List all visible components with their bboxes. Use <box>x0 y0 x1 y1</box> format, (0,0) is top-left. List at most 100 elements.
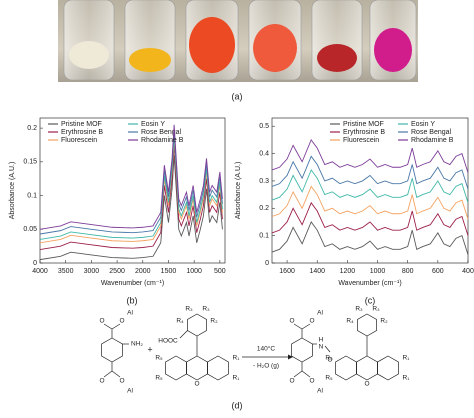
atom-label: R₅ <box>155 375 163 382</box>
x-tick-label: 1600 <box>279 268 295 275</box>
spectrum-line <box>271 155 469 190</box>
x-tick-label: 800 <box>402 268 414 275</box>
x-tick-label: 4000 <box>32 268 48 275</box>
atom-label: R₁ <box>233 375 241 382</box>
x-tick-label: 3500 <box>58 268 74 275</box>
y-axis-label: Absorbance (A.U.) <box>9 162 16 220</box>
bond <box>179 330 188 339</box>
spectrum-line <box>39 144 223 250</box>
atom-label: R₁ <box>403 355 411 362</box>
ring <box>207 355 229 381</box>
spectrum-line <box>271 169 469 203</box>
y-tick-label: 0.4 <box>259 150 269 157</box>
bond <box>103 370 113 378</box>
y-tick-label: 0.1 <box>27 192 37 199</box>
bond <box>293 370 303 378</box>
legend-label: Eosin Y <box>141 121 165 128</box>
x-tick-label: 1000 <box>370 268 386 275</box>
y-tick-label: 0.5 <box>259 123 269 130</box>
y-tick-label: 0 <box>265 260 269 267</box>
vial <box>311 0 363 81</box>
y-tick-label: 0.2 <box>27 125 37 132</box>
arrow-head <box>288 354 293 360</box>
bond <box>111 323 121 330</box>
atom-label: 140°C <box>257 345 275 353</box>
legend-label: Rhodamine B <box>141 137 184 144</box>
bond <box>301 370 311 378</box>
panel-label: (b) <box>127 295 138 305</box>
atom-label: Al <box>127 310 133 317</box>
photo <box>58 0 418 82</box>
legend-label: Rose Bengal <box>141 129 182 136</box>
bond <box>293 323 303 330</box>
legend-label: Rhodamine B <box>411 137 454 144</box>
vial <box>124 0 176 81</box>
atom-label: O <box>289 318 294 325</box>
atom-label: O <box>119 318 124 325</box>
atom-label: R₁ <box>403 375 411 382</box>
atom-label: O <box>309 318 314 325</box>
ring <box>187 313 207 337</box>
x-tick-label: 1400 <box>309 268 325 275</box>
atom-label: O <box>327 357 332 364</box>
y-tick-label: 0.2 <box>259 205 269 212</box>
atom-label: R₂ <box>380 318 388 325</box>
atom-label: O <box>99 378 104 385</box>
legend-label: Erythrosine B <box>61 129 103 136</box>
y-tick-label: 0.05 <box>23 226 37 233</box>
vial <box>248 0 302 81</box>
panel-label: (d) <box>232 400 243 410</box>
atom-label: Al <box>317 310 323 317</box>
y-axis-label: Absorbance (A.U.) <box>235 162 242 220</box>
spectrum-line <box>271 185 469 220</box>
x-tick-label: 500 <box>214 268 226 275</box>
bond <box>324 345 331 353</box>
bond <box>301 323 311 330</box>
atom-label: R₃ <box>185 306 193 313</box>
atom-label: R₄ <box>346 318 354 325</box>
vial <box>63 0 115 81</box>
ring <box>165 355 187 381</box>
bond <box>103 323 113 330</box>
spectrum-line <box>39 155 223 261</box>
spectrum-line <box>271 201 469 236</box>
spectrum-line <box>39 124 223 230</box>
spectrum-line <box>39 134 223 240</box>
panel-label: (a) <box>232 91 243 101</box>
ring <box>291 337 313 363</box>
spectrum-line <box>271 221 469 255</box>
plus-sign: + <box>147 344 152 354</box>
atom-label: O <box>309 378 314 385</box>
atom-label: HOOC <box>158 338 178 345</box>
atom-label: O <box>289 378 294 385</box>
atom-label: Al <box>317 388 323 395</box>
x-tick-label: 400 <box>462 268 474 275</box>
atom-label: NH₂ <box>131 341 143 348</box>
legend-label: Eosin Y <box>411 121 435 128</box>
y-tick-label: 0.1 <box>259 232 269 239</box>
atom-label: - H₂O (g) <box>253 363 279 370</box>
atom-label: O <box>99 318 104 325</box>
vial <box>185 0 239 81</box>
x-tick-label: 1200 <box>340 268 356 275</box>
atom-label: O <box>194 381 199 388</box>
atom-label: R₅ <box>155 355 163 362</box>
atom-label: R₄ <box>176 318 184 325</box>
ring <box>357 313 377 337</box>
atom-label: R₅ <box>325 375 333 382</box>
legend-label: Erythrosine B <box>343 129 385 136</box>
plot-frame <box>271 117 469 264</box>
x-tick-label: 1000 <box>186 268 202 275</box>
x-tick-label: 2000 <box>135 268 151 275</box>
atom-label: O <box>119 378 124 385</box>
vial <box>369 0 417 81</box>
x-tick-label: 2500 <box>109 268 125 275</box>
legend-label: Pristine MOF <box>61 121 102 128</box>
atom-label: H <box>319 337 324 344</box>
ring <box>377 355 399 381</box>
y-tick-label: 0 <box>33 260 37 267</box>
legend-label: Fluorescein <box>343 137 379 144</box>
